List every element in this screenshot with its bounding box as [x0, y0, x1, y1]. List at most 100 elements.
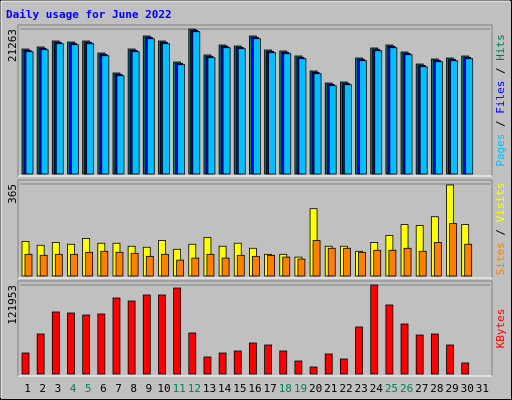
bar [373, 249, 382, 277]
bar [264, 344, 272, 375]
bar [433, 242, 442, 277]
bar [24, 253, 33, 277]
bar [101, 55, 110, 175]
bar [358, 251, 366, 277]
x-tick-label: 24 [370, 382, 384, 395]
bar [162, 43, 170, 175]
bar [327, 247, 336, 277]
bar [130, 252, 139, 277]
bar [385, 304, 394, 375]
bar [313, 73, 322, 175]
bar [450, 60, 458, 175]
x-tick-label: 22 [339, 382, 352, 395]
bar [40, 49, 49, 175]
x-tick-label: 17 [264, 382, 277, 395]
bar [70, 253, 78, 277]
bar [237, 48, 246, 175]
bar [97, 313, 106, 375]
bar [158, 294, 166, 375]
bar [328, 85, 337, 175]
bar [404, 54, 413, 175]
bar [203, 356, 212, 375]
x-tick-label: 27 [415, 382, 428, 395]
bar [400, 323, 409, 375]
bar [71, 44, 79, 175]
bar [146, 38, 155, 175]
bar [142, 294, 151, 375]
bar [374, 50, 383, 175]
bar [188, 332, 197, 375]
bar [207, 57, 216, 175]
bar [85, 251, 94, 277]
bar [279, 350, 288, 375]
x-tick-label: 21 [324, 382, 337, 395]
legend-separator: / [494, 222, 507, 242]
y-tick-label: 121953 [6, 285, 19, 325]
bar [54, 253, 63, 277]
y-tick-label: 21263 [6, 29, 19, 62]
x-tick-label: 25 [385, 382, 398, 395]
bar [222, 47, 231, 175]
x-tick-label: 11 [173, 382, 186, 395]
bar [388, 249, 397, 277]
x-tick-label: 3 [55, 382, 62, 395]
bar [359, 60, 367, 175]
x-tick-label: 2 [39, 382, 46, 395]
bar [312, 240, 321, 277]
x-tick-label: 19 [294, 382, 307, 395]
legend-entry: Hits [494, 34, 507, 61]
bar [297, 258, 306, 277]
legend-entry: Files [494, 81, 507, 114]
bar [464, 243, 473, 277]
x-tick-label: 30 [461, 382, 474, 395]
bar [82, 314, 91, 375]
bar [415, 334, 424, 375]
x-tick-label: 29 [445, 382, 458, 395]
legend-entry: Pages [494, 134, 507, 167]
bar [389, 47, 398, 175]
x-tick-label: 20 [309, 382, 322, 395]
legend-entry: Visits [494, 183, 507, 223]
bar [355, 326, 363, 375]
bar [55, 43, 64, 175]
bar [173, 287, 182, 375]
x-tick-label: 8 [130, 382, 137, 395]
bar [449, 223, 457, 277]
x-tick-label: 18 [279, 382, 292, 395]
x-tick-label: 26 [400, 382, 413, 395]
bar [434, 61, 443, 175]
bar [233, 350, 242, 375]
bar [252, 255, 260, 277]
x-tick-label: 31 [476, 382, 489, 395]
x-tick-label: 9 [146, 382, 153, 395]
legend-entry: KBytes [494, 309, 507, 349]
x-tick-label: 4 [70, 382, 77, 395]
legend: Pages / Files / Hits [494, 34, 507, 167]
legend-entry: Sites [494, 242, 507, 275]
bar [176, 259, 185, 277]
x-tick-label: 28 [430, 382, 443, 395]
x-tick-label: 15 [233, 382, 246, 395]
x-tick-label: 1 [24, 382, 31, 395]
x-tick-label: 16 [248, 382, 261, 395]
bar [100, 250, 109, 277]
legend-separator: / [494, 61, 507, 81]
bar [465, 58, 474, 175]
bar [177, 64, 186, 175]
bar [21, 352, 30, 375]
x-tick-label: 23 [355, 382, 368, 395]
bar [236, 254, 245, 277]
bar [283, 53, 292, 175]
bar [268, 52, 276, 175]
legend-separator: / [494, 114, 507, 134]
bar [51, 311, 60, 375]
bar [221, 257, 230, 277]
bar [36, 333, 45, 375]
legend: KBytes [494, 309, 507, 349]
bar [206, 253, 215, 277]
bar [309, 366, 318, 375]
bar [191, 257, 200, 277]
bar [419, 66, 428, 175]
x-tick-label: 7 [115, 382, 122, 395]
